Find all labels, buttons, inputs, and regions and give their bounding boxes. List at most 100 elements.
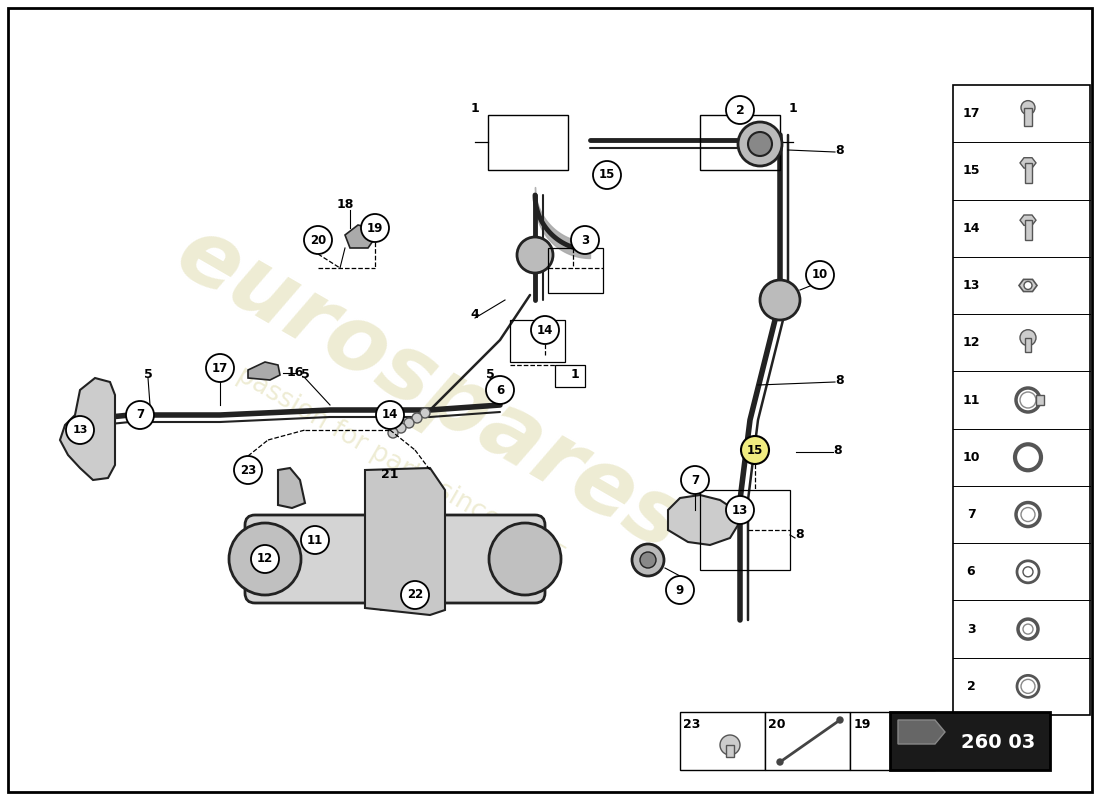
Text: 2: 2 bbox=[736, 103, 745, 117]
Polygon shape bbox=[1020, 215, 1036, 226]
Text: 6: 6 bbox=[496, 383, 504, 397]
Text: 20: 20 bbox=[768, 718, 785, 730]
Text: 11: 11 bbox=[962, 394, 980, 406]
Polygon shape bbox=[1019, 279, 1037, 291]
Bar bbox=[1025, 163, 1032, 183]
Text: 6: 6 bbox=[967, 566, 976, 578]
Circle shape bbox=[376, 401, 404, 429]
Circle shape bbox=[571, 226, 600, 254]
Text: 8: 8 bbox=[836, 143, 845, 157]
Circle shape bbox=[304, 226, 332, 254]
Text: 14: 14 bbox=[382, 409, 398, 422]
Text: 12: 12 bbox=[257, 553, 273, 566]
Text: 20: 20 bbox=[310, 234, 326, 246]
Bar bbox=[556, 365, 585, 387]
Text: 8: 8 bbox=[834, 443, 843, 457]
Circle shape bbox=[126, 401, 154, 429]
Text: 10: 10 bbox=[812, 269, 828, 282]
Text: eurospares: eurospares bbox=[161, 210, 700, 570]
Bar bbox=[1025, 220, 1032, 240]
Polygon shape bbox=[345, 225, 375, 248]
Circle shape bbox=[593, 161, 622, 189]
Text: 13: 13 bbox=[962, 279, 980, 292]
Circle shape bbox=[777, 759, 783, 765]
Circle shape bbox=[806, 261, 834, 289]
Text: 8: 8 bbox=[836, 374, 845, 386]
Circle shape bbox=[726, 96, 754, 124]
Text: 8: 8 bbox=[795, 529, 804, 542]
Bar bbox=[700, 490, 790, 570]
Text: 4: 4 bbox=[471, 309, 480, 322]
Circle shape bbox=[531, 316, 559, 344]
Circle shape bbox=[748, 132, 772, 156]
Circle shape bbox=[301, 526, 329, 554]
Text: 7: 7 bbox=[967, 508, 976, 521]
Text: 1: 1 bbox=[571, 369, 580, 382]
Bar bbox=[726, 745, 734, 757]
Circle shape bbox=[251, 545, 279, 573]
Circle shape bbox=[760, 280, 800, 320]
Circle shape bbox=[486, 376, 514, 404]
Polygon shape bbox=[278, 468, 305, 508]
Bar bbox=[1024, 108, 1032, 126]
Circle shape bbox=[404, 418, 414, 428]
Text: 9: 9 bbox=[675, 583, 684, 597]
Circle shape bbox=[1021, 101, 1035, 114]
Circle shape bbox=[720, 735, 740, 755]
Polygon shape bbox=[668, 495, 738, 545]
Text: 7: 7 bbox=[136, 409, 144, 422]
Text: 23: 23 bbox=[240, 463, 256, 477]
Text: a passion for parts since 1985: a passion for parts since 1985 bbox=[211, 349, 569, 571]
Text: 1: 1 bbox=[789, 102, 797, 114]
Text: 11: 11 bbox=[307, 534, 323, 546]
Bar bbox=[953, 85, 1090, 715]
Text: 15: 15 bbox=[598, 169, 615, 182]
Circle shape bbox=[666, 576, 694, 604]
Text: 5: 5 bbox=[300, 369, 309, 382]
Circle shape bbox=[892, 734, 907, 750]
Text: 17: 17 bbox=[212, 362, 228, 374]
FancyBboxPatch shape bbox=[245, 515, 544, 603]
Circle shape bbox=[490, 523, 561, 595]
Circle shape bbox=[388, 428, 398, 438]
Text: 18: 18 bbox=[337, 198, 354, 211]
Circle shape bbox=[632, 544, 664, 576]
Circle shape bbox=[229, 523, 301, 595]
Text: 260 03: 260 03 bbox=[961, 733, 1035, 751]
Text: 15: 15 bbox=[962, 165, 980, 178]
Bar bbox=[764, 712, 850, 770]
Text: 5: 5 bbox=[485, 369, 494, 382]
Circle shape bbox=[517, 237, 553, 273]
Polygon shape bbox=[248, 362, 280, 380]
Circle shape bbox=[361, 214, 389, 242]
Bar bbox=[1036, 395, 1044, 405]
Bar bbox=[850, 712, 935, 770]
Bar bbox=[488, 115, 568, 170]
Circle shape bbox=[837, 717, 843, 723]
Circle shape bbox=[412, 413, 422, 423]
Polygon shape bbox=[365, 468, 446, 615]
Text: 15: 15 bbox=[747, 443, 763, 457]
Circle shape bbox=[234, 456, 262, 484]
Text: 23: 23 bbox=[683, 718, 701, 730]
Circle shape bbox=[66, 416, 94, 444]
Polygon shape bbox=[898, 720, 945, 744]
Text: 19: 19 bbox=[854, 718, 871, 730]
Bar bbox=[890, 712, 1050, 770]
Text: 3: 3 bbox=[967, 622, 976, 635]
Circle shape bbox=[738, 122, 782, 166]
Circle shape bbox=[1024, 282, 1032, 290]
Circle shape bbox=[640, 552, 656, 568]
Circle shape bbox=[726, 496, 754, 524]
Circle shape bbox=[1020, 330, 1036, 346]
Bar bbox=[896, 742, 903, 756]
Polygon shape bbox=[60, 378, 116, 480]
Bar bbox=[510, 320, 565, 362]
Text: 19: 19 bbox=[366, 222, 383, 234]
Circle shape bbox=[681, 466, 710, 494]
Text: 17: 17 bbox=[962, 107, 980, 120]
Bar bbox=[700, 115, 780, 170]
Circle shape bbox=[396, 423, 406, 433]
Polygon shape bbox=[1020, 158, 1036, 168]
Circle shape bbox=[1023, 567, 1033, 577]
